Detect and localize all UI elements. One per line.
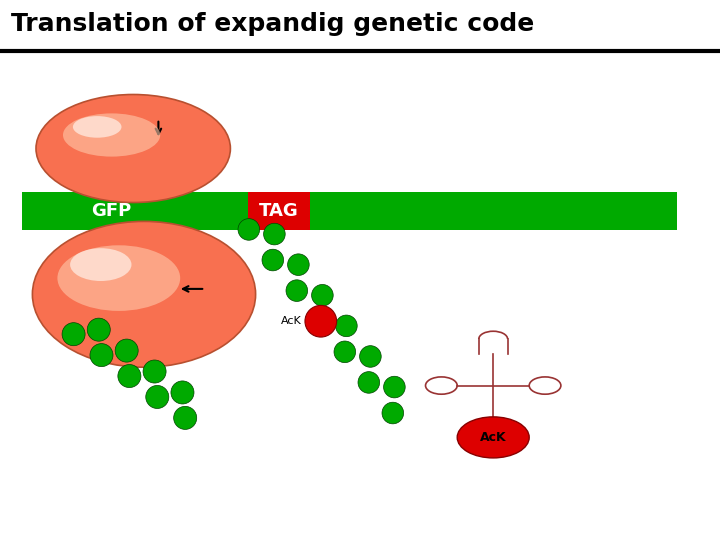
Circle shape	[115, 339, 138, 362]
Circle shape	[171, 381, 194, 404]
Circle shape	[174, 407, 197, 429]
Circle shape	[238, 219, 260, 240]
Ellipse shape	[457, 417, 529, 458]
Circle shape	[312, 285, 333, 306]
Circle shape	[382, 402, 404, 424]
Circle shape	[90, 343, 113, 367]
Circle shape	[287, 254, 309, 275]
Text: GFP: GFP	[91, 201, 132, 220]
Ellipse shape	[70, 248, 132, 281]
Text: AcK: AcK	[281, 316, 302, 326]
Circle shape	[305, 306, 337, 337]
Circle shape	[62, 323, 85, 346]
Bar	[248, 192, 310, 230]
Circle shape	[87, 318, 110, 341]
Circle shape	[359, 346, 381, 367]
Ellipse shape	[32, 221, 256, 367]
Text: Translation of expandig genetic code: Translation of expandig genetic code	[11, 12, 534, 36]
Ellipse shape	[73, 116, 122, 138]
Bar	[22, 192, 677, 230]
Circle shape	[334, 341, 356, 363]
Ellipse shape	[63, 113, 160, 157]
Circle shape	[143, 360, 166, 383]
Text: TAG: TAG	[258, 201, 299, 220]
Circle shape	[286, 280, 307, 301]
Circle shape	[264, 223, 285, 245]
Circle shape	[145, 386, 168, 408]
Ellipse shape	[58, 245, 180, 311]
Circle shape	[262, 249, 284, 271]
Circle shape	[118, 364, 141, 388]
Ellipse shape	[36, 94, 230, 202]
Text: AcK: AcK	[480, 431, 506, 444]
Circle shape	[336, 315, 357, 336]
Circle shape	[384, 376, 405, 398]
Circle shape	[358, 372, 379, 393]
